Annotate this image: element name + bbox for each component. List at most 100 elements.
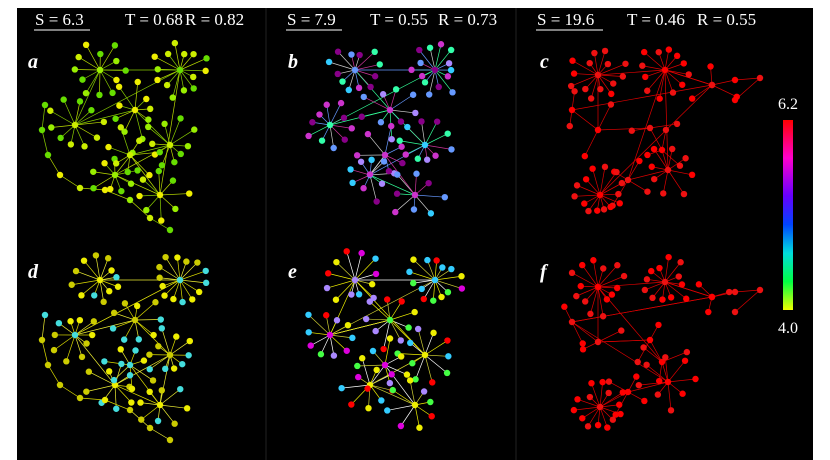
node	[667, 294, 675, 301]
node	[38, 126, 46, 134]
edge	[652, 281, 666, 299]
edge	[585, 179, 601, 196]
edge	[417, 328, 426, 356]
node	[444, 73, 452, 80]
node	[673, 52, 681, 60]
node	[427, 210, 435, 217]
node	[655, 48, 662, 56]
node	[172, 205, 179, 213]
panel-label: c	[540, 51, 549, 73]
node	[366, 171, 374, 178]
node	[80, 257, 88, 264]
edge	[649, 123, 678, 129]
node	[458, 285, 466, 292]
edge	[329, 334, 335, 356]
edge	[179, 58, 207, 71]
node	[371, 73, 379, 80]
edge	[645, 69, 666, 78]
node	[431, 66, 439, 74]
node	[121, 300, 129, 307]
node	[348, 125, 355, 132]
node	[414, 325, 422, 333]
node	[150, 331, 157, 339]
stat-t: T = 0.68	[125, 10, 183, 29]
node	[145, 116, 152, 123]
node	[726, 288, 733, 296]
node	[156, 401, 164, 409]
node	[146, 424, 154, 432]
node	[195, 288, 203, 296]
edge	[74, 109, 92, 126]
edge	[357, 364, 386, 367]
edge	[104, 399, 131, 411]
node	[109, 325, 117, 332]
edge	[134, 301, 156, 321]
node	[571, 88, 578, 95]
node	[360, 93, 367, 101]
node	[307, 342, 314, 349]
edge	[129, 364, 161, 406]
stat-t: T = 0.55	[370, 10, 428, 29]
node	[688, 171, 696, 179]
edge	[329, 124, 346, 140]
node	[591, 49, 598, 57]
edge	[571, 296, 713, 323]
node	[343, 248, 350, 255]
edge	[179, 279, 200, 293]
edge	[124, 109, 136, 132]
node	[305, 329, 312, 336]
node	[88, 107, 95, 114]
node	[409, 91, 417, 98]
node	[386, 316, 394, 324]
node	[418, 72, 426, 80]
node	[156, 191, 164, 199]
edge	[129, 144, 171, 156]
node	[343, 347, 350, 354]
node	[669, 89, 677, 96]
edge	[329, 124, 352, 129]
edge	[74, 334, 83, 358]
edge	[158, 171, 161, 196]
node	[92, 252, 100, 259]
edge	[384, 364, 408, 375]
node	[100, 118, 108, 126]
edge	[429, 47, 436, 71]
edge	[114, 174, 161, 196]
node	[76, 98, 84, 105]
node	[38, 336, 46, 344]
node	[90, 168, 97, 175]
node	[345, 86, 353, 94]
edge	[392, 389, 416, 406]
edge	[71, 279, 101, 286]
edge	[571, 109, 599, 131]
edge	[389, 94, 414, 111]
edge	[584, 286, 599, 302]
node	[646, 336, 654, 344]
node	[651, 175, 658, 183]
node	[190, 85, 197, 92]
node	[392, 208, 399, 216]
panel-label: d	[28, 261, 39, 283]
edge	[434, 49, 452, 71]
node	[582, 85, 589, 93]
node	[108, 267, 115, 274]
node	[384, 407, 391, 414]
node	[362, 315, 370, 323]
edge	[627, 160, 640, 181]
node	[579, 261, 586, 269]
node	[581, 152, 589, 160]
node	[127, 180, 135, 187]
node	[347, 166, 354, 173]
edge	[74, 121, 104, 126]
node	[183, 258, 190, 265]
node	[176, 66, 184, 74]
node	[731, 308, 739, 316]
edge	[159, 277, 181, 281]
node	[731, 288, 739, 296]
edge	[169, 336, 177, 356]
node	[411, 191, 419, 199]
edge	[354, 51, 375, 71]
node	[433, 118, 441, 125]
edge	[129, 199, 151, 219]
